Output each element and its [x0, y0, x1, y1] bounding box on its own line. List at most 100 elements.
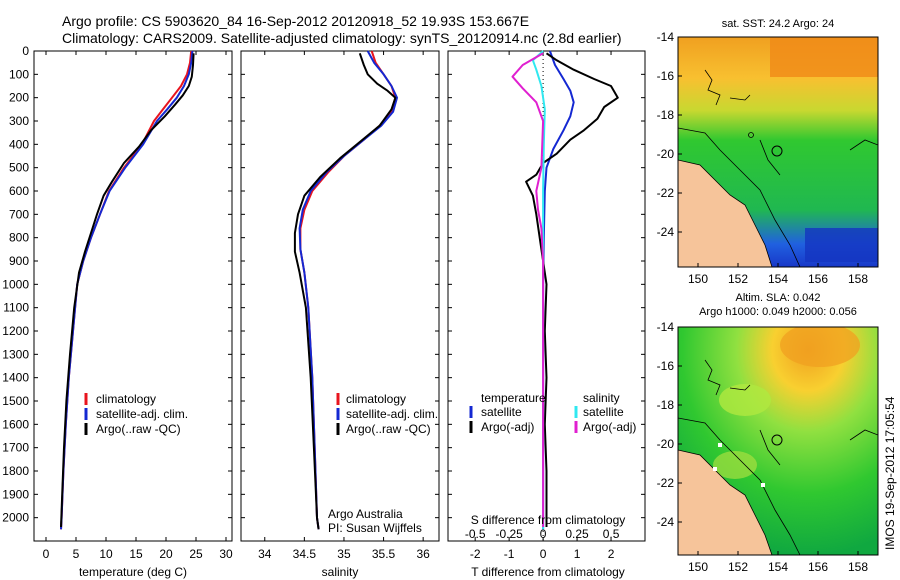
argo-position-marker: [771, 145, 783, 157]
lat-tick-label: -16: [657, 359, 675, 373]
depth-tick-label: 1000: [2, 277, 29, 291]
sla-warm-eddy: [780, 327, 860, 367]
sst-warm-patch: [770, 37, 878, 77]
lat-tick-label: -22: [657, 476, 675, 490]
x-tick-label: -1: [504, 547, 515, 561]
depth-tick-label: 700: [9, 207, 29, 221]
float-marker: [718, 443, 722, 447]
difference-panel-frame: [447, 50, 646, 542]
argo-position-marker: [771, 434, 783, 446]
series-line-satellite-adj-clim-: [60, 50, 194, 530]
x-tick-label: 20: [159, 547, 173, 561]
lat-tick-label: -18: [657, 108, 675, 122]
shelf-contour: [678, 417, 801, 555]
salinity-annotation-line2: PI: Susan Wijffels: [328, 521, 422, 535]
difference-plot: -2 -1 0 1 2 -0.5 -0.25 0 0.25 0.5: [465, 50, 620, 561]
s-tick-label: -0.5: [465, 527, 486, 541]
s-tick-label: -0.25: [495, 527, 523, 541]
series-line-salinity-satellite: [531, 50, 546, 530]
lon-tick-label: 150: [688, 560, 708, 574]
legend-title-temperature: temperature: [481, 391, 546, 405]
salinity-plot: 34 34.5 35 35.5 36: [258, 50, 430, 561]
salinity-annotation-line1: Argo Australia: [328, 507, 403, 521]
temperature-panel-frame: [33, 50, 233, 542]
series-line-argo-raw-qc-: [293, 52, 397, 530]
float-marker: [713, 467, 717, 471]
series-line-climatology: [60, 50, 193, 530]
depth-tick-label: 1500: [2, 394, 29, 408]
lat-tick-label: -20: [657, 147, 675, 161]
lon-tick-label: 156: [808, 272, 828, 286]
depth-tick-label: 0: [22, 44, 29, 58]
difference-xlabel-top: S difference from climatology: [471, 513, 626, 527]
legend-label: satellite-adj. clim.: [96, 407, 188, 421]
s-tick-label: 0.5: [603, 527, 620, 541]
depth-tick-label: 1700: [2, 441, 29, 455]
sla-map-axes: 150 152 154 156 158 -14 -16 -18 -20 -22 -24: [657, 320, 869, 574]
legend-label: Argo(..raw -QC): [346, 422, 431, 436]
x-tick-label: 5: [73, 547, 80, 561]
s-tick-label: 0: [540, 527, 547, 541]
lon-tick-label: 158: [848, 272, 868, 286]
depth-tick-label: 2000: [2, 511, 29, 525]
series-line-temperature-satellite: [542, 50, 575, 530]
lon-tick-label: 152: [728, 272, 748, 286]
sst-cool-patch: [805, 228, 878, 262]
sst-map-title: sat. SST: 24.2 Argo: 24: [722, 18, 835, 30]
shelf-contour: [678, 127, 801, 267]
lon-tick-label: 156: [808, 560, 828, 574]
land-coast: [678, 159, 773, 267]
sla-high-patch: [719, 384, 771, 416]
temperature-legend: climatology satellite-adj. clim. Argo(..…: [84, 392, 188, 436]
depth-axis: 0 100 200 300 400 500 600 700 800 900 1000 1100 1200…: [2, 44, 645, 525]
salinity-legend: climatology satellite-adj. clim. Argo(..…: [336, 392, 438, 436]
x-tick-label: 15: [129, 547, 143, 561]
sst-map-axes: 150 152 154 156 158 -14 -16 -18 -20 -22 -24: [657, 30, 869, 286]
legend-label: Argo(-adj): [481, 420, 534, 434]
legend-title-salinity: salinity: [583, 391, 620, 405]
depth-tick-label: 300: [9, 114, 29, 128]
sst-map: [678, 37, 878, 267]
seamount-marker: [748, 132, 754, 138]
legend-label: Argo(-adj): [583, 420, 636, 434]
lon-tick-label: 158: [848, 560, 868, 574]
imos-timestamp: IMOS 19-Sep-2012 17:05:54: [883, 396, 897, 550]
series-line-temperature-argo-adj-: [525, 52, 619, 527]
x-tick-label: 34.5: [293, 547, 317, 561]
lon-tick-label: 150: [688, 272, 708, 286]
x-tick-label: 35.5: [372, 547, 396, 561]
reef-contour: [704, 359, 878, 466]
x-tick-label: 25: [189, 547, 203, 561]
sla-map: [678, 327, 878, 555]
lon-tick-label: 152: [728, 560, 748, 574]
temperature-plot: 0 5 10 15 20 25 30: [43, 50, 233, 561]
depth-tick-label: 1600: [2, 417, 29, 431]
chart-title-line1: Argo profile: CS 5903620_84 16-Sep-2012 …: [62, 13, 529, 29]
x-tick-label: 1: [574, 547, 581, 561]
legend-label: Argo(..raw -QC): [96, 422, 181, 436]
difference-xlabel: T difference from climatology: [471, 565, 625, 579]
depth-tick-label: 100: [9, 67, 29, 81]
lon-tick-label: 154: [768, 560, 788, 574]
s-tick-label: 0.25: [565, 527, 589, 541]
series-line-argo-raw-qc-: [60, 53, 195, 528]
depth-tick-label: 800: [9, 231, 29, 245]
x-tick-label: 30: [219, 547, 233, 561]
x-tick-label: 10: [99, 547, 113, 561]
depth-tick-label: 500: [9, 161, 29, 175]
lon-tick-label: 154: [768, 272, 788, 286]
sla-map-title: Altim. SLA: 0.042: [736, 292, 821, 304]
depth-tick-label: 1800: [2, 464, 29, 478]
legend-label: climatology: [346, 392, 406, 406]
depth-tick-label: 400: [9, 137, 29, 151]
lat-tick-label: -20: [657, 437, 675, 451]
legend-label: climatology: [96, 392, 156, 406]
lat-tick-label: -24: [657, 225, 675, 239]
depth-tick-label: 1900: [2, 487, 29, 501]
chart-title-line2: Climatology: CARS2009. Satellite-adjuste…: [62, 30, 622, 46]
x-tick-label: 0: [43, 547, 50, 561]
lat-tick-label: -22: [657, 186, 675, 200]
sla-map-title-line2: Argo h1000: 0.049 h2000: 0.056: [699, 306, 857, 318]
series-line-satellite-adj-clim-: [298, 50, 398, 530]
